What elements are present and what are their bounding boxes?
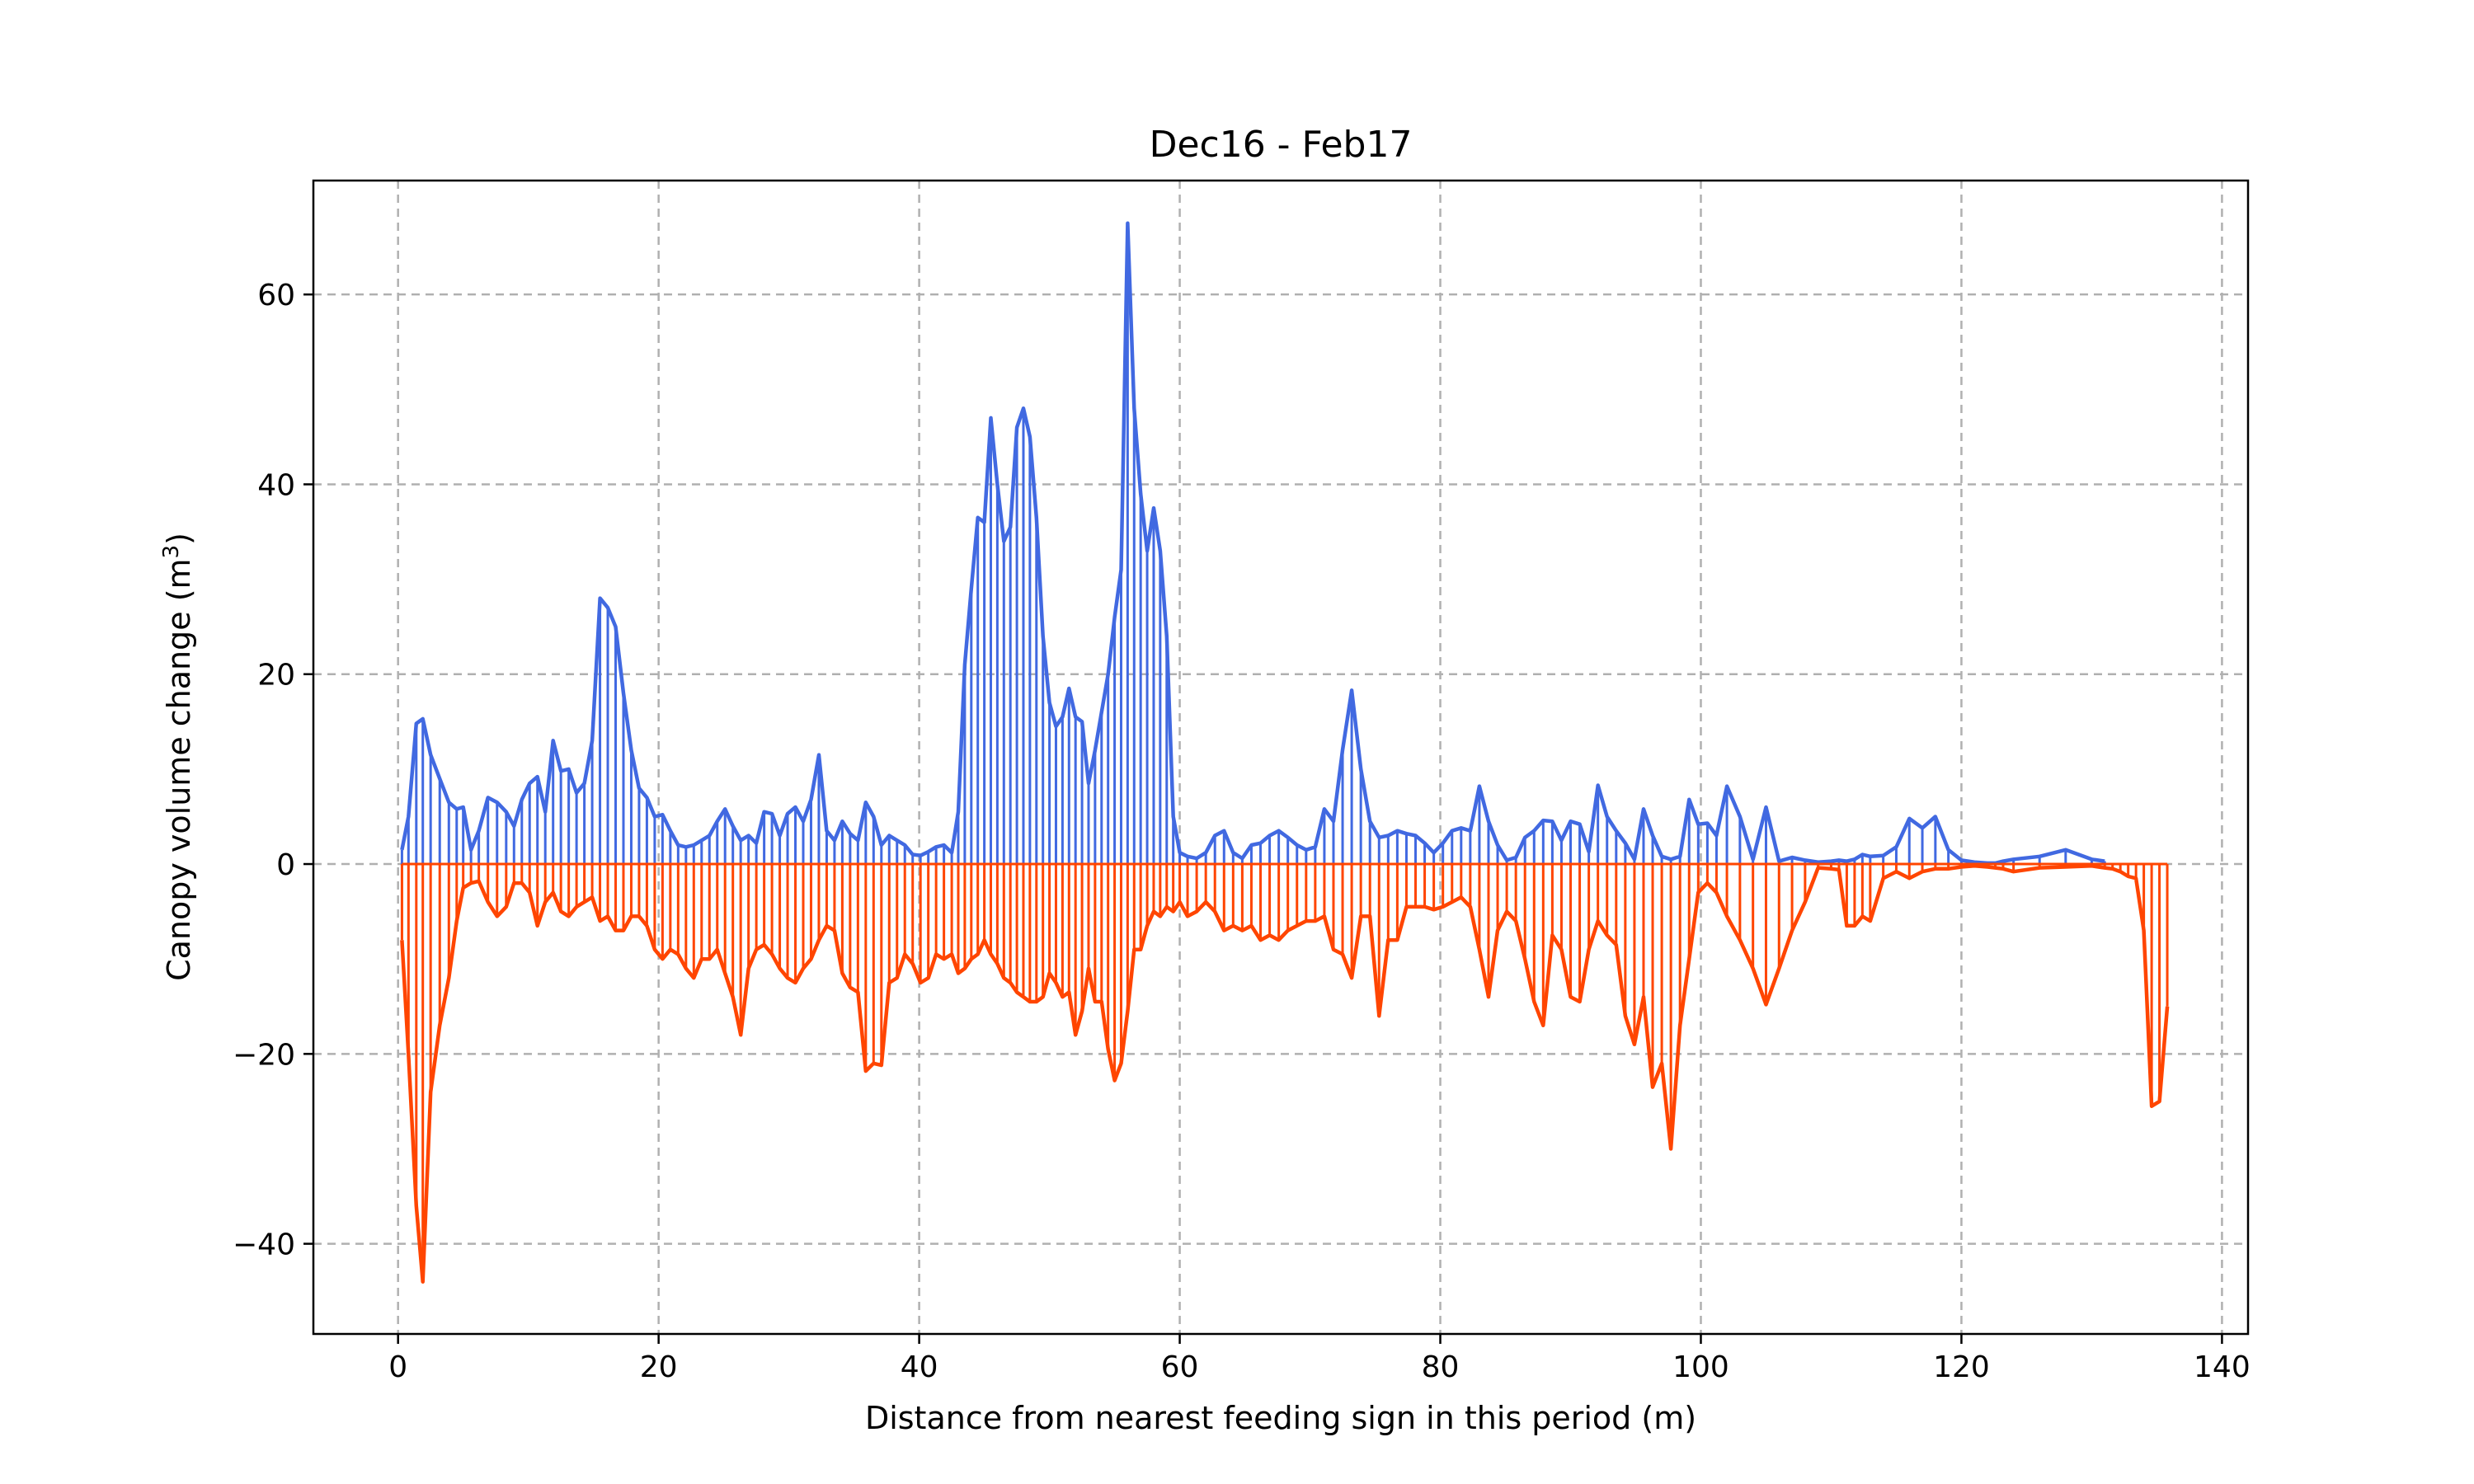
gain-series-line (400, 221, 2105, 866)
loss-series-line (400, 864, 2170, 1284)
y-tick-label: −20 (233, 1038, 295, 1072)
plot-frame (312, 179, 2250, 1336)
loss-bars (400, 864, 2169, 1282)
y-axis-label-text: Canopy volume change (m (161, 558, 197, 980)
x-tick-label: 40 (901, 1350, 938, 1384)
x-tick-label: 120 (1933, 1350, 1990, 1384)
grid-lines (313, 181, 2248, 1334)
y-tick-label: 0 (276, 848, 295, 882)
y-tick-label: 20 (257, 659, 295, 693)
y-tick-label: 60 (257, 279, 295, 312)
x-axis-label: Distance from nearest feeding sign in th… (865, 1400, 1696, 1436)
x-tick-label: 60 (1161, 1350, 1199, 1384)
series-lines (400, 221, 2170, 1284)
x-tick-label: 140 (2194, 1350, 2251, 1384)
y-axis-label-close: ) (161, 533, 197, 545)
x-axis-ticks: 0 20 40 60 80 100 120 140 (388, 1334, 2251, 1384)
y-tick-label: −40 (233, 1228, 295, 1262)
y-axis-ticks: −40 −20 0 20 40 60 (233, 279, 313, 1262)
y-tick-label: 40 (257, 468, 295, 502)
x-tick-label: 20 (640, 1350, 678, 1384)
x-tick-label: 100 (1672, 1350, 1729, 1384)
x-tick-label: 0 (388, 1350, 407, 1384)
gain-bars (400, 223, 2106, 865)
y-axis-label-superscript: 3 (159, 545, 184, 559)
x-tick-label: 80 (1422, 1350, 1460, 1384)
y-axis-label: Canopy volume change (m3) (159, 533, 197, 981)
chart-title: Dec16 - Feb17 (1150, 124, 1413, 166)
